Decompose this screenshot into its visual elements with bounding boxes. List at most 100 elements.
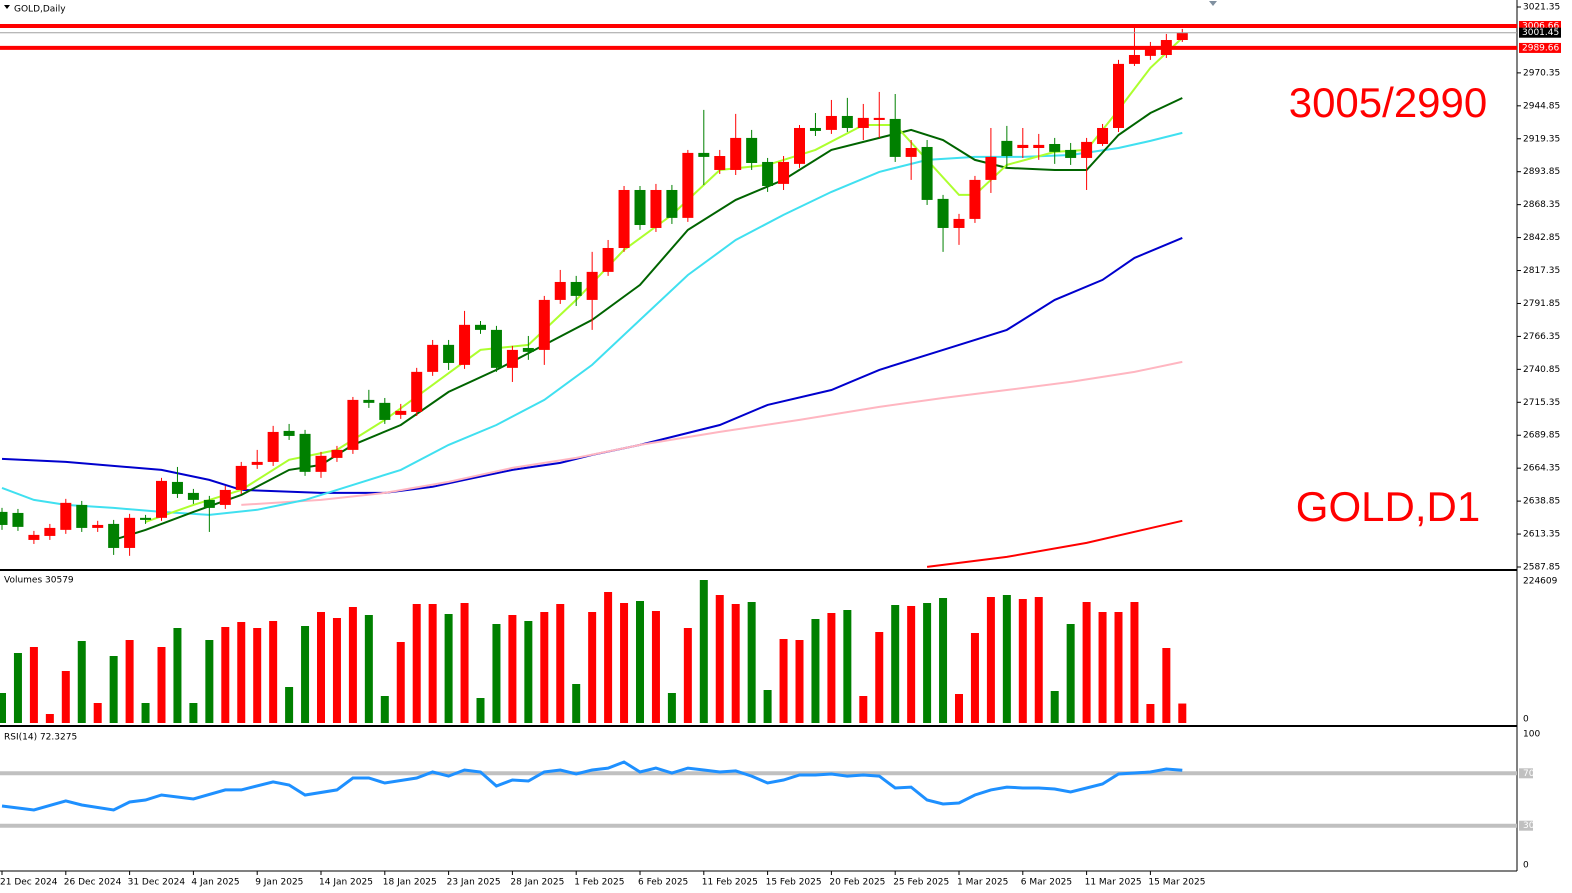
candle-body (857, 117, 869, 128)
volume-bar (253, 627, 262, 723)
candle-body (1176, 32, 1188, 41)
volume-bar (173, 627, 182, 723)
volume-bar (0, 692, 6, 723)
x-tick-label: 6 Mar 2025 (1021, 878, 1072, 888)
candle-body (921, 146, 933, 200)
annotation: 3005/2990 (1289, 79, 1488, 126)
y-tick-label: 30 (1523, 821, 1535, 831)
volume-bar (923, 602, 932, 723)
x-tick-label: 11 Feb 2025 (702, 878, 758, 888)
y-tick-label: 100 (1523, 730, 1540, 740)
candle-body (1049, 143, 1061, 152)
x-tick-label: 21 Dec 2024 (0, 878, 58, 888)
volume-bar (13, 652, 22, 723)
level-label-bg (1519, 768, 1533, 779)
candle-body (363, 399, 375, 403)
volume-bar (955, 694, 963, 723)
volume-bar (556, 603, 565, 723)
candle-body (411, 371, 423, 412)
volume-bar (1066, 623, 1075, 723)
level-label-bg (1519, 20, 1561, 31)
candle-body (794, 127, 805, 164)
volume-bar (939, 597, 948, 723)
volume-bar (428, 603, 437, 723)
candle-body (730, 137, 742, 170)
candle-body (427, 344, 439, 372)
y-tick-label: 2638.85 (1523, 497, 1560, 507)
candle-body (475, 324, 486, 330)
candle-body (841, 115, 853, 128)
candle-body (889, 118, 901, 157)
volume-bar (444, 613, 453, 723)
volume-bar (1082, 601, 1091, 723)
y-tick-label: 2664.35 (1523, 464, 1560, 474)
x-tick-label: 23 Jan 2025 (447, 878, 501, 888)
candle-body (283, 430, 295, 436)
indicator-line (145, 37, 1183, 523)
candle-body (1128, 54, 1140, 64)
volume-bar (45, 714, 54, 723)
volume-bar (269, 620, 278, 723)
volume-bar (301, 625, 310, 723)
volume-bar (348, 606, 357, 723)
candle-body (778, 161, 790, 184)
volume-bar (157, 646, 166, 723)
volume-bar (763, 689, 772, 723)
volume-bar (811, 618, 820, 723)
candle-body (44, 527, 56, 536)
candle-body (0, 511, 8, 525)
volume-bar (604, 591, 613, 723)
volume-bar (779, 638, 788, 723)
candle-body (650, 189, 662, 228)
candle-body (124, 517, 136, 548)
volume-bar (986, 596, 995, 723)
y-tick-label: 70 (1523, 769, 1535, 779)
volume-bar (1162, 647, 1171, 723)
volume-bar (970, 632, 979, 723)
x-tick-label: 11 Mar 2025 (1085, 878, 1142, 888)
y-tick-label: 0 (1523, 715, 1529, 725)
x-tick-label: 1 Feb 2025 (574, 878, 624, 888)
level-label: 2989.66 (1522, 43, 1559, 53)
level-label-bg (1519, 42, 1561, 53)
volume-bar (524, 620, 533, 723)
y-tick-label: 2689.85 (1523, 431, 1560, 441)
candle-body (554, 281, 566, 300)
volume-bar (636, 600, 644, 723)
candle-body (969, 179, 981, 219)
candle-body (570, 281, 582, 296)
candle-body (506, 349, 518, 368)
volume-title: Volumes 30579 (4, 576, 74, 586)
volume-bar (1130, 601, 1139, 723)
candle-body (1097, 127, 1109, 144)
y-tick-label: 3021.35 (1523, 3, 1560, 13)
candle-body (698, 152, 710, 157)
candle-body (140, 517, 152, 520)
candle-body (379, 402, 391, 420)
volume-bar (141, 702, 150, 723)
x-tick-label: 26 Dec 2024 (64, 878, 122, 888)
x-tick-label: 15 Mar 2025 (1148, 878, 1205, 888)
candle-body (825, 115, 837, 130)
candle-body (203, 499, 215, 508)
y-tick-label: 0 (1523, 861, 1529, 871)
x-tick-label: 31 Dec 2024 (128, 878, 186, 888)
candle-body (12, 512, 24, 527)
volume-bar (907, 605, 916, 723)
candle-body (586, 271, 598, 300)
volume-bar (476, 697, 485, 723)
volume-bar (843, 609, 852, 723)
x-tick-label: 9 Jan 2025 (255, 878, 303, 888)
candle-body (490, 329, 502, 368)
y-tick-label: 2817.35 (1523, 266, 1560, 276)
x-tick-label: 18 Jan 2025 (383, 878, 437, 888)
candle-body (873, 117, 885, 120)
candle-body (1001, 140, 1013, 157)
volume-bar (492, 623, 501, 723)
candle-body (602, 247, 614, 272)
volume-bar (683, 627, 692, 723)
x-tick-label: 1 Mar 2025 (957, 878, 1008, 888)
volume-bar (364, 614, 373, 723)
